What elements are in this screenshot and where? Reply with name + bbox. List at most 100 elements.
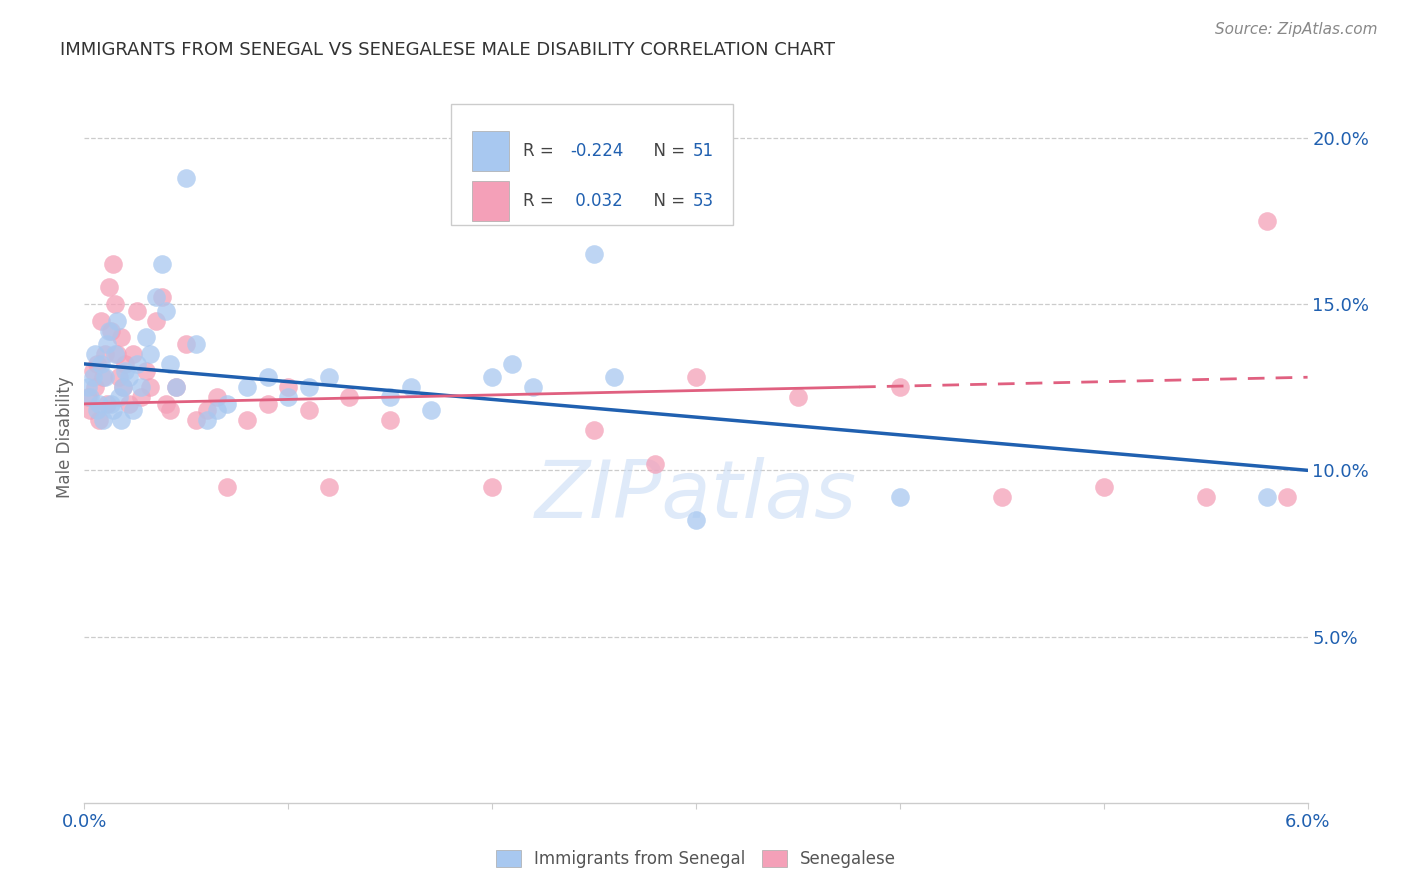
Point bbox=[86, 403, 108, 417]
Point bbox=[155, 303, 177, 318]
Point bbox=[90, 357, 112, 371]
Text: 53: 53 bbox=[692, 192, 713, 210]
Text: 0.032: 0.032 bbox=[569, 192, 623, 210]
Point bbox=[174, 170, 197, 185]
FancyBboxPatch shape bbox=[472, 181, 509, 221]
Point bbox=[298, 403, 321, 417]
Text: R =: R = bbox=[523, 192, 560, 210]
Point bbox=[112, 380, 135, 394]
Point bbox=[150, 290, 173, 304]
Point bbox=[82, 363, 104, 377]
Point bbox=[138, 347, 160, 361]
Y-axis label: Male Disability: Male Disability bbox=[56, 376, 75, 498]
Point bbox=[380, 390, 402, 404]
Point bbox=[991, 490, 1014, 504]
Point bbox=[165, 380, 187, 394]
Point bbox=[583, 424, 606, 438]
Text: ZIPatlas: ZIPatlas bbox=[534, 457, 858, 534]
Point bbox=[108, 390, 131, 404]
Point bbox=[77, 380, 100, 394]
Text: N =: N = bbox=[644, 192, 690, 210]
Point bbox=[105, 347, 128, 361]
Point bbox=[96, 337, 118, 351]
Point bbox=[131, 390, 153, 404]
Point bbox=[114, 357, 136, 371]
Text: R =: R = bbox=[523, 142, 560, 160]
Point bbox=[118, 397, 141, 411]
Point bbox=[112, 380, 135, 394]
Point bbox=[339, 390, 361, 404]
Point bbox=[108, 370, 131, 384]
Point bbox=[195, 413, 218, 427]
Point bbox=[644, 457, 666, 471]
Point bbox=[101, 257, 124, 271]
Point bbox=[502, 357, 524, 371]
Text: -0.224: -0.224 bbox=[569, 142, 623, 160]
Point bbox=[217, 480, 239, 494]
Point bbox=[105, 314, 128, 328]
Point bbox=[583, 247, 606, 261]
Point bbox=[159, 403, 181, 417]
Point bbox=[186, 337, 208, 351]
Point bbox=[101, 403, 124, 417]
Text: 51: 51 bbox=[692, 142, 713, 160]
Point bbox=[257, 397, 280, 411]
Point bbox=[298, 380, 321, 394]
Text: Source: ZipAtlas.com: Source: ZipAtlas.com bbox=[1215, 22, 1378, 37]
Point bbox=[122, 403, 145, 417]
Point bbox=[889, 490, 911, 504]
Point bbox=[91, 413, 114, 427]
Point bbox=[186, 413, 208, 427]
Point bbox=[205, 390, 228, 404]
Point bbox=[481, 480, 503, 494]
Point bbox=[110, 413, 132, 427]
Point bbox=[481, 370, 503, 384]
Point bbox=[100, 397, 122, 411]
Point bbox=[420, 403, 443, 417]
Point bbox=[145, 290, 167, 304]
Point bbox=[104, 347, 127, 361]
Point bbox=[522, 380, 544, 394]
Point bbox=[257, 370, 280, 384]
Point bbox=[96, 397, 118, 411]
Point bbox=[1195, 490, 1218, 504]
Point bbox=[100, 324, 122, 338]
Point bbox=[318, 370, 340, 384]
Point bbox=[83, 380, 105, 394]
Point bbox=[889, 380, 911, 394]
Point bbox=[91, 370, 114, 384]
Point bbox=[93, 347, 115, 361]
Text: N =: N = bbox=[644, 142, 690, 160]
Point bbox=[217, 397, 239, 411]
Point bbox=[138, 380, 160, 394]
Point bbox=[685, 370, 707, 384]
Point bbox=[97, 280, 120, 294]
Point bbox=[87, 413, 110, 427]
Point bbox=[127, 357, 149, 371]
Point bbox=[1256, 214, 1278, 228]
Point bbox=[277, 390, 299, 404]
Point bbox=[277, 380, 299, 394]
Point bbox=[118, 370, 141, 384]
Point bbox=[1277, 490, 1299, 504]
Point bbox=[77, 390, 100, 404]
Point bbox=[87, 397, 110, 411]
Point bbox=[93, 370, 115, 384]
Point bbox=[236, 413, 259, 427]
Point bbox=[787, 390, 810, 404]
Point bbox=[236, 380, 259, 394]
Point bbox=[145, 314, 167, 328]
Point bbox=[380, 413, 402, 427]
Point bbox=[122, 347, 145, 361]
Point bbox=[195, 403, 218, 417]
Point bbox=[205, 403, 228, 417]
Point bbox=[318, 480, 340, 494]
FancyBboxPatch shape bbox=[472, 131, 509, 171]
Point bbox=[174, 337, 197, 351]
Point bbox=[97, 324, 120, 338]
Point bbox=[83, 347, 105, 361]
Point bbox=[127, 303, 149, 318]
Point bbox=[135, 330, 157, 344]
Point bbox=[685, 513, 707, 527]
Legend: Immigrants from Senegal, Senegalese: Immigrants from Senegal, Senegalese bbox=[489, 844, 903, 875]
